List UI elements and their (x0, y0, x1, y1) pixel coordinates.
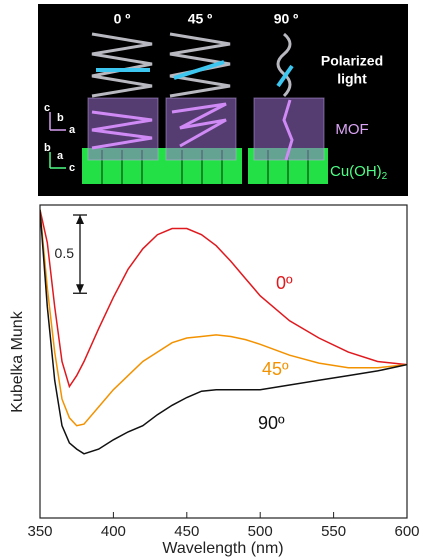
helices (91, 32, 294, 161)
x-tick-label: 500 (248, 523, 273, 540)
angle-label: 90 º (274, 11, 299, 27)
axis-letter: c (44, 102, 50, 114)
illustration: 0 º 45 º 90 º Polarized light MOF Cu(OH)… (38, 4, 408, 196)
angle-label: 0 º (114, 11, 131, 27)
axis-letter: a (69, 124, 76, 136)
series-label: 45º (262, 359, 289, 379)
axis-letter: b (44, 142, 51, 154)
polarization-arrows (96, 60, 294, 88)
mof-label: MOF (335, 121, 368, 138)
series-line (40, 209, 407, 389)
series-line (40, 209, 407, 427)
x-axis-title: Wavelength (nm) (162, 540, 283, 557)
helix-in-mof (171, 102, 227, 148)
x-tick-label: 400 (101, 523, 126, 540)
scale-bar-arrowhead (76, 215, 84, 224)
series-label: 0º (276, 273, 293, 293)
x-tick-label: 550 (321, 523, 346, 540)
x-tick-label: 450 (174, 523, 199, 540)
helix-in-mof (282, 99, 294, 161)
substrate-formula: Cu(OH) (330, 163, 382, 180)
crystal-axes (49, 112, 66, 169)
series-label: 90º (258, 413, 285, 433)
helix (169, 32, 231, 98)
series-line (40, 209, 407, 455)
scale-bar-arrowhead (76, 284, 84, 294)
substrate-subscript: 2 (382, 171, 388, 182)
light-label: Polarized (321, 53, 383, 69)
helix-in-mof (91, 110, 153, 150)
axis-letter: c (69, 162, 75, 174)
x-tick-label: 350 (27, 523, 52, 540)
helix (91, 32, 153, 98)
axis-letter: b (57, 112, 64, 124)
scale-bar-label: 0.5 (55, 245, 75, 261)
substrate-label: Cu(OH)2 (330, 163, 388, 182)
arrow (276, 64, 294, 88)
arrow (173, 60, 225, 80)
axis-letter: a (57, 150, 64, 162)
angle-label: 45 º (188, 11, 213, 27)
y-axis-title: Kubelka Munk (9, 310, 26, 412)
scale-bar: 0.5 (55, 214, 87, 294)
plot-frame (39, 204, 408, 519)
x-tick-label: 600 (394, 523, 419, 540)
helix (276, 32, 292, 98)
light-label: light (337, 71, 367, 87)
